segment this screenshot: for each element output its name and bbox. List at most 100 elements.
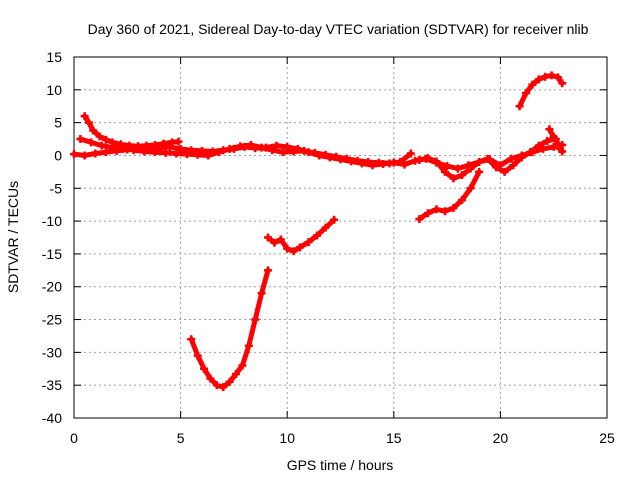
data-point: [310, 148, 319, 157]
data-point: [374, 158, 383, 167]
grid: [74, 57, 607, 418]
data-point: [87, 138, 96, 147]
y-tick-label: 10: [46, 82, 62, 98]
data-point: [212, 381, 221, 390]
data-point: [125, 141, 134, 150]
data-point: [545, 125, 554, 134]
data-point: [415, 156, 424, 165]
data-point: [483, 154, 492, 163]
data-point: [330, 215, 339, 224]
data-point: [142, 141, 151, 150]
data-point: [466, 164, 475, 173]
data-point: [151, 148, 160, 157]
data-point: [342, 154, 351, 163]
data-point: [182, 150, 191, 159]
y-tick-label: -25: [42, 312, 62, 328]
data-point: [385, 159, 394, 168]
data-point: [172, 149, 181, 158]
data-point: [332, 152, 341, 161]
data-point: [466, 184, 475, 193]
series-recovery: [415, 167, 484, 224]
x-tick-label: 20: [493, 430, 509, 446]
data-point: [449, 174, 458, 183]
y-tick-label: -20: [42, 279, 62, 295]
data-point: [515, 102, 524, 111]
y-tick-label: -5: [50, 180, 63, 196]
data-point: [458, 196, 467, 205]
data-point: [101, 135, 110, 144]
data-point: [440, 207, 449, 216]
data-point: [289, 147, 298, 156]
data-point: [553, 139, 562, 148]
data-point: [236, 142, 245, 151]
data-point: [174, 137, 183, 146]
data-point: [321, 150, 330, 159]
data-point: [133, 142, 142, 151]
data-point: [509, 161, 518, 170]
data-point: [423, 209, 432, 218]
data-point: [521, 89, 530, 98]
y-tick-label: -30: [42, 344, 62, 360]
data-point: [558, 147, 567, 156]
x-tick-label: 5: [177, 430, 185, 446]
data-point: [541, 72, 550, 81]
data-point: [415, 215, 424, 224]
data-point: [187, 335, 196, 344]
y-tick-label: -35: [42, 377, 62, 393]
data-point: [140, 147, 149, 156]
y-tick-label: 15: [46, 49, 62, 65]
series-end-hook: [545, 125, 567, 156]
data-point: [204, 151, 213, 160]
data-point: [251, 315, 260, 324]
data-point: [219, 383, 228, 392]
data-point: [91, 149, 100, 158]
data-point: [193, 351, 202, 360]
data-point: [151, 140, 160, 149]
plot-frame: [73, 56, 608, 419]
series-band: [265, 217, 337, 254]
data-point: [528, 80, 537, 89]
data-point: [80, 112, 89, 121]
data-point: [400, 160, 409, 169]
series-high-arc: [515, 71, 567, 111]
data-point: [517, 153, 526, 162]
data-point: [547, 71, 556, 80]
data-point: [440, 167, 449, 176]
y-tick-label: 5: [54, 115, 62, 131]
data-point: [76, 135, 85, 144]
data-point: [396, 158, 405, 167]
data-point: [244, 341, 253, 350]
data-point: [84, 118, 93, 127]
series-late-baseline: [415, 135, 560, 183]
data-point: [264, 266, 273, 275]
data-point: [475, 167, 484, 176]
y-tick-label: 0: [54, 147, 62, 163]
data-point: [558, 79, 567, 88]
data-point: [549, 133, 558, 142]
series-drop-v: [187, 266, 273, 392]
data-point: [458, 171, 467, 180]
series-rise-arc: [80, 112, 183, 151]
data-point: [225, 377, 234, 386]
data-point: [206, 374, 215, 383]
data-point: [543, 137, 552, 146]
x-tick-label: 10: [279, 430, 295, 446]
data-point: [453, 164, 462, 173]
data-point: [70, 150, 78, 159]
data-point: [423, 154, 432, 163]
chart-title: Day 360 of 2021, Sidereal Day-to-day VTE…: [88, 21, 589, 37]
data-point: [232, 370, 241, 379]
data-point: [406, 149, 415, 158]
y-axis-label: SDTVAR / TECUs: [5, 181, 21, 293]
data-point: [432, 157, 441, 166]
data-point: [161, 148, 170, 157]
data-point: [432, 205, 441, 214]
data-point: [283, 244, 292, 253]
data-point: [475, 158, 484, 167]
data-point: [507, 154, 516, 163]
data-point: [159, 139, 168, 148]
data-series: [70, 71, 567, 392]
data-point: [89, 126, 98, 135]
data-point: [353, 156, 362, 165]
